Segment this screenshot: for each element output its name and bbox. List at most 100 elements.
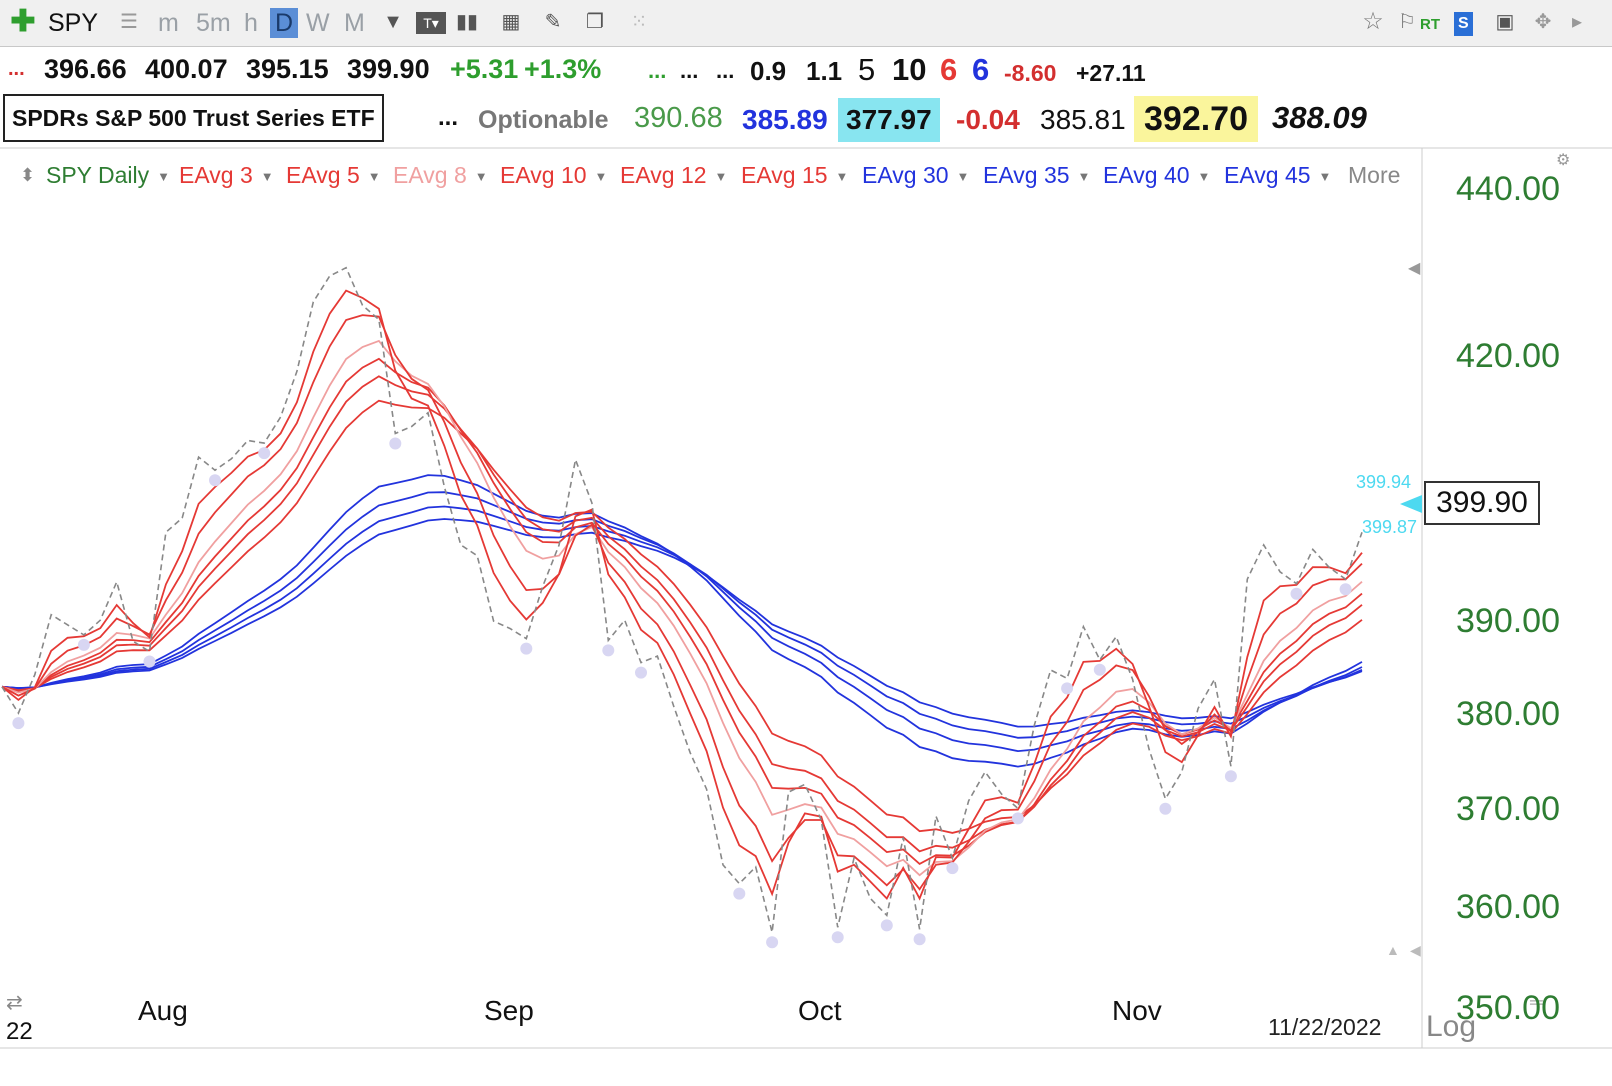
pencil-icon[interactable]: ✎ [544,11,562,33]
legend-eavg-3[interactable]: EAvg 3 ▼ [179,162,274,188]
quote-row-2: SPDRs S&P 500 Trust Series ETF ... Optio… [0,94,1612,146]
interval-d[interactable]: D [270,8,299,38]
legend-eavg-8[interactable]: EAvg 8 ▼ [393,162,488,188]
price-marker-arrow [1400,495,1422,513]
legend-eavg-12[interactable]: EAvg 12 ▼ [620,162,728,188]
log-toggle[interactable]: Log [1426,1010,1477,1043]
stat-1-1: 1.1 [806,56,843,86]
zoom-up-icon[interactable]: ▲ [1386,942,1400,958]
add-symbol-icon[interactable]: ✚ [10,5,36,38]
chart-type-icon[interactable]: T▾ [416,12,446,34]
low-marker-dot [389,437,402,450]
legend-eavg-30[interactable]: EAvg 30 ▼ [862,162,970,188]
open-value: 396.66 [44,54,127,84]
x-label-oct: Oct [798,995,842,1026]
star-icon[interactable]: ☆ [1362,8,1384,35]
series-eavg-3 [1,289,1363,901]
interval-m[interactable]: m [158,9,179,37]
price-tick-label: 360.00 [1456,888,1560,927]
settings-icon[interactable]: ⚙ [1556,152,1571,169]
dots-2: ... [680,58,699,83]
low-marker-dot [831,931,844,944]
chart-area[interactable]: ⬍ SPY Daily ▼ EAvg 3 ▼ EAvg 5 ▼ EAvg 8 ▼ EAv… [0,146,1612,1086]
series-eavg-5 [1,314,1363,891]
save-icon[interactable]: ▣ [1495,11,1515,33]
name-dots: ... [438,104,459,131]
low-marker-dot [913,933,926,946]
legend-eavg-5[interactable]: EAvg 5 ▼ [286,162,381,188]
chevron-down-icon[interactable]: ▼ [383,11,403,33]
interval-M[interactable]: M [344,9,365,37]
resize-icon[interactable]: ═ [1530,992,1543,1012]
value-385-89: 385.89 [742,104,828,135]
dots-icon[interactable]: ⁙ [630,11,648,33]
low-marker-dot [1093,663,1106,676]
series-eavg-45 [1,518,1363,728]
series-eavg-10 [1,357,1363,865]
series-eavg-15 [1,399,1363,834]
legend-eavg-15[interactable]: EAvg 15 ▼ [741,162,849,188]
current-price-box: 399.90 [1424,481,1540,525]
rt-label[interactable]: RT [1420,16,1440,33]
series-eavg-12 [1,375,1363,853]
stat-6-red: 6 [940,52,958,87]
stat-0-9: 0.9 [750,56,787,86]
overflow-icon[interactable]: ▸ [1571,11,1583,33]
scroll-left-icon[interactable]: ◀ [1408,260,1421,277]
series-eavg-35 [1,491,1363,753]
date-label: 11/22/2022 [1268,1014,1382,1040]
legend-eavg-10[interactable]: EAvg 10 ▼ [500,162,608,188]
close-value: 399.90 [347,54,430,84]
price-tick-label: 370.00 [1456,790,1560,829]
low-marker-dot [520,642,533,655]
legend-spy-daily[interactable]: SPY Daily ▼ [46,162,170,188]
series-eavg-40 [1,505,1363,739]
quote-row-1: ... 396.66 400.07 395.15 399.90 +5.31 +1… [0,50,1612,94]
stat-10: 10 [892,52,927,87]
price-chart[interactable] [0,146,1612,1086]
toolbar: ✚ SPY ☰ m 5m h D W M ▼ T▾ ▮▮ ▦ ✎ ❐ ⁙ ☆ ⚐… [0,0,1612,47]
x-label-nov: Nov [1112,995,1162,1026]
legend-more[interactable]: More [1348,162,1401,188]
price-tick-label: 390.00 [1456,602,1560,641]
legend-eavg-45[interactable]: EAvg 45 ▼ [1224,162,1332,188]
stat-5: 5 [858,52,876,87]
series-eavg-30 [1,474,1363,768]
legend-sort-icon[interactable]: ⬍ [20,165,36,185]
flag-icon[interactable]: ⚐ [1398,11,1416,33]
low-marker-dot [880,919,893,932]
low-marker-dot [1339,583,1352,596]
x-label-sep: Sep [484,995,534,1026]
series-spy-daily [1,266,1363,933]
corner-label: 22 [6,1018,33,1045]
interval-5m[interactable]: 5m [196,9,231,37]
move-icon[interactable]: ✥ [1534,11,1552,33]
price-tick-label: 420.00 [1456,336,1560,375]
value-392-70: 392.70 [1134,96,1258,142]
price-tick-label: 350.00 [1456,989,1560,1028]
low-marker-dot [635,666,647,679]
marker-hi-label: 399.94 [1356,472,1412,492]
low-marker-dot [1061,682,1074,695]
indicator-legend: ⬍ SPY Daily ▼ EAvg 3 ▼ EAvg 5 ▼ EAvg 8 ▼ EAv… [0,156,1450,194]
symbol-field[interactable]: SPY [48,9,99,37]
stat-pos: +27.11 [1076,60,1146,86]
stat-6-blue: 6 [972,52,990,87]
interval-w[interactable]: W [306,9,330,37]
list-icon[interactable]: ☰ [120,11,138,33]
series-eavg-8 [1,339,1363,877]
grid-icon[interactable]: ▦ [501,11,521,33]
refresh-icon[interactable]: ⇄ [6,992,23,1014]
dots-1: ... [648,58,667,83]
low-marker-dot [1290,587,1303,600]
low-marker-dot [12,717,25,730]
security-name[interactable]: SPDRs S&P 500 Trust Series ETF [3,94,384,142]
interval-h[interactable]: h [244,9,258,37]
legend-eavg-35[interactable]: EAvg 35 ▼ [983,162,1091,188]
legend-eavg-40[interactable]: EAvg 40 ▼ [1103,162,1211,188]
bar-chart-icon[interactable]: ▮▮ [455,11,478,33]
zoom-left-icon[interactable]: ◀ [1410,942,1421,958]
s-badge[interactable]: S [1454,12,1473,36]
copy-icon[interactable]: ❐ [586,11,604,33]
low-marker-dot [946,862,959,875]
